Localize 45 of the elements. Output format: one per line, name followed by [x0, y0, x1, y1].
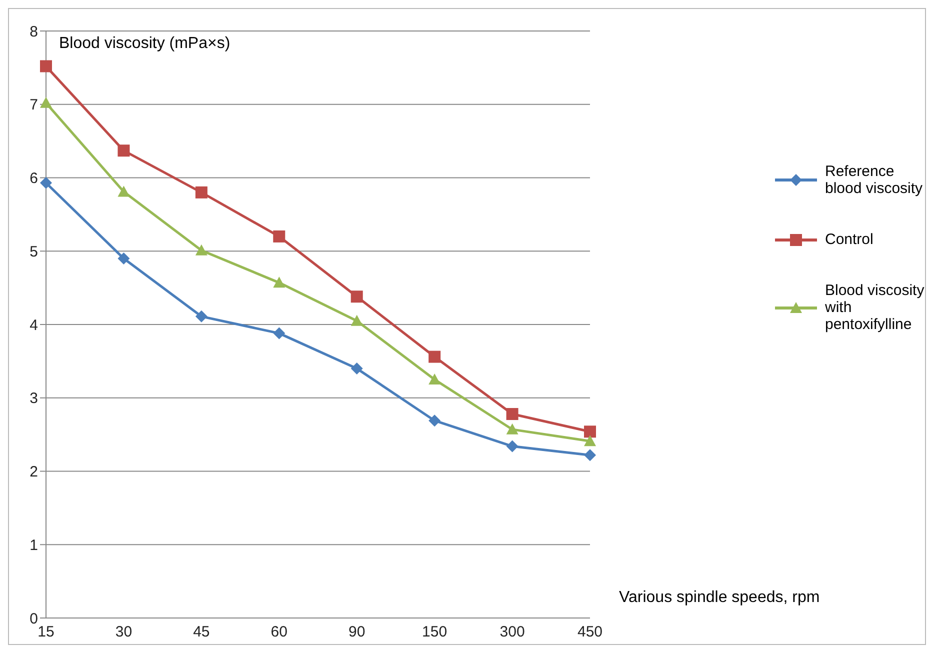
point — [273, 230, 286, 242]
y-tick-label: 6 — [30, 170, 38, 188]
x-tick-label: 450 — [577, 624, 603, 641]
x-tick-label: 45 — [193, 624, 210, 641]
y-tick-label: 2 — [30, 464, 38, 481]
point — [428, 350, 441, 363]
point — [195, 244, 208, 256]
legend-label: Blood viscosity with pentoxifylline — [825, 282, 925, 333]
x-tick-label: 150 — [422, 624, 448, 641]
y-tick-label: 5 — [30, 243, 38, 260]
x-tick-label: 30 — [115, 624, 132, 641]
point — [118, 144, 130, 157]
x-tick-label: 15 — [38, 624, 54, 641]
point — [273, 276, 286, 288]
y-tick-label: 3 — [30, 390, 38, 408]
point — [40, 176, 52, 189]
point — [40, 60, 52, 72]
point — [118, 252, 130, 264]
legend-label: Reference blood viscosity — [825, 163, 924, 197]
point — [584, 426, 596, 438]
point — [584, 435, 596, 446]
point — [118, 186, 130, 197]
point — [195, 186, 208, 198]
point — [506, 440, 518, 452]
point — [428, 374, 441, 385]
point — [350, 290, 363, 303]
x-tick-label: 60 — [270, 624, 288, 641]
point — [273, 327, 286, 340]
point — [195, 310, 208, 322]
point — [350, 362, 363, 375]
point — [350, 314, 363, 326]
point — [428, 414, 441, 427]
x-tick-label: 300 — [500, 624, 525, 641]
point — [506, 423, 518, 434]
point — [506, 408, 518, 420]
y-tick-label: 1 — [30, 536, 38, 554]
x-axis-title: Various spindle speeds, rpm — [619, 589, 820, 607]
y-tick-label: 0 — [30, 610, 38, 628]
legend-label: Control — [825, 231, 874, 248]
x-tick-label: 90 — [348, 624, 366, 641]
y-tick-label: 7 — [30, 96, 38, 114]
y-tick-label: 4 — [30, 316, 38, 334]
y-axis-title: Blood viscosity (mPa×s) — [57, 35, 232, 53]
point — [584, 449, 596, 462]
y-tick-label: 8 — [30, 23, 38, 40]
